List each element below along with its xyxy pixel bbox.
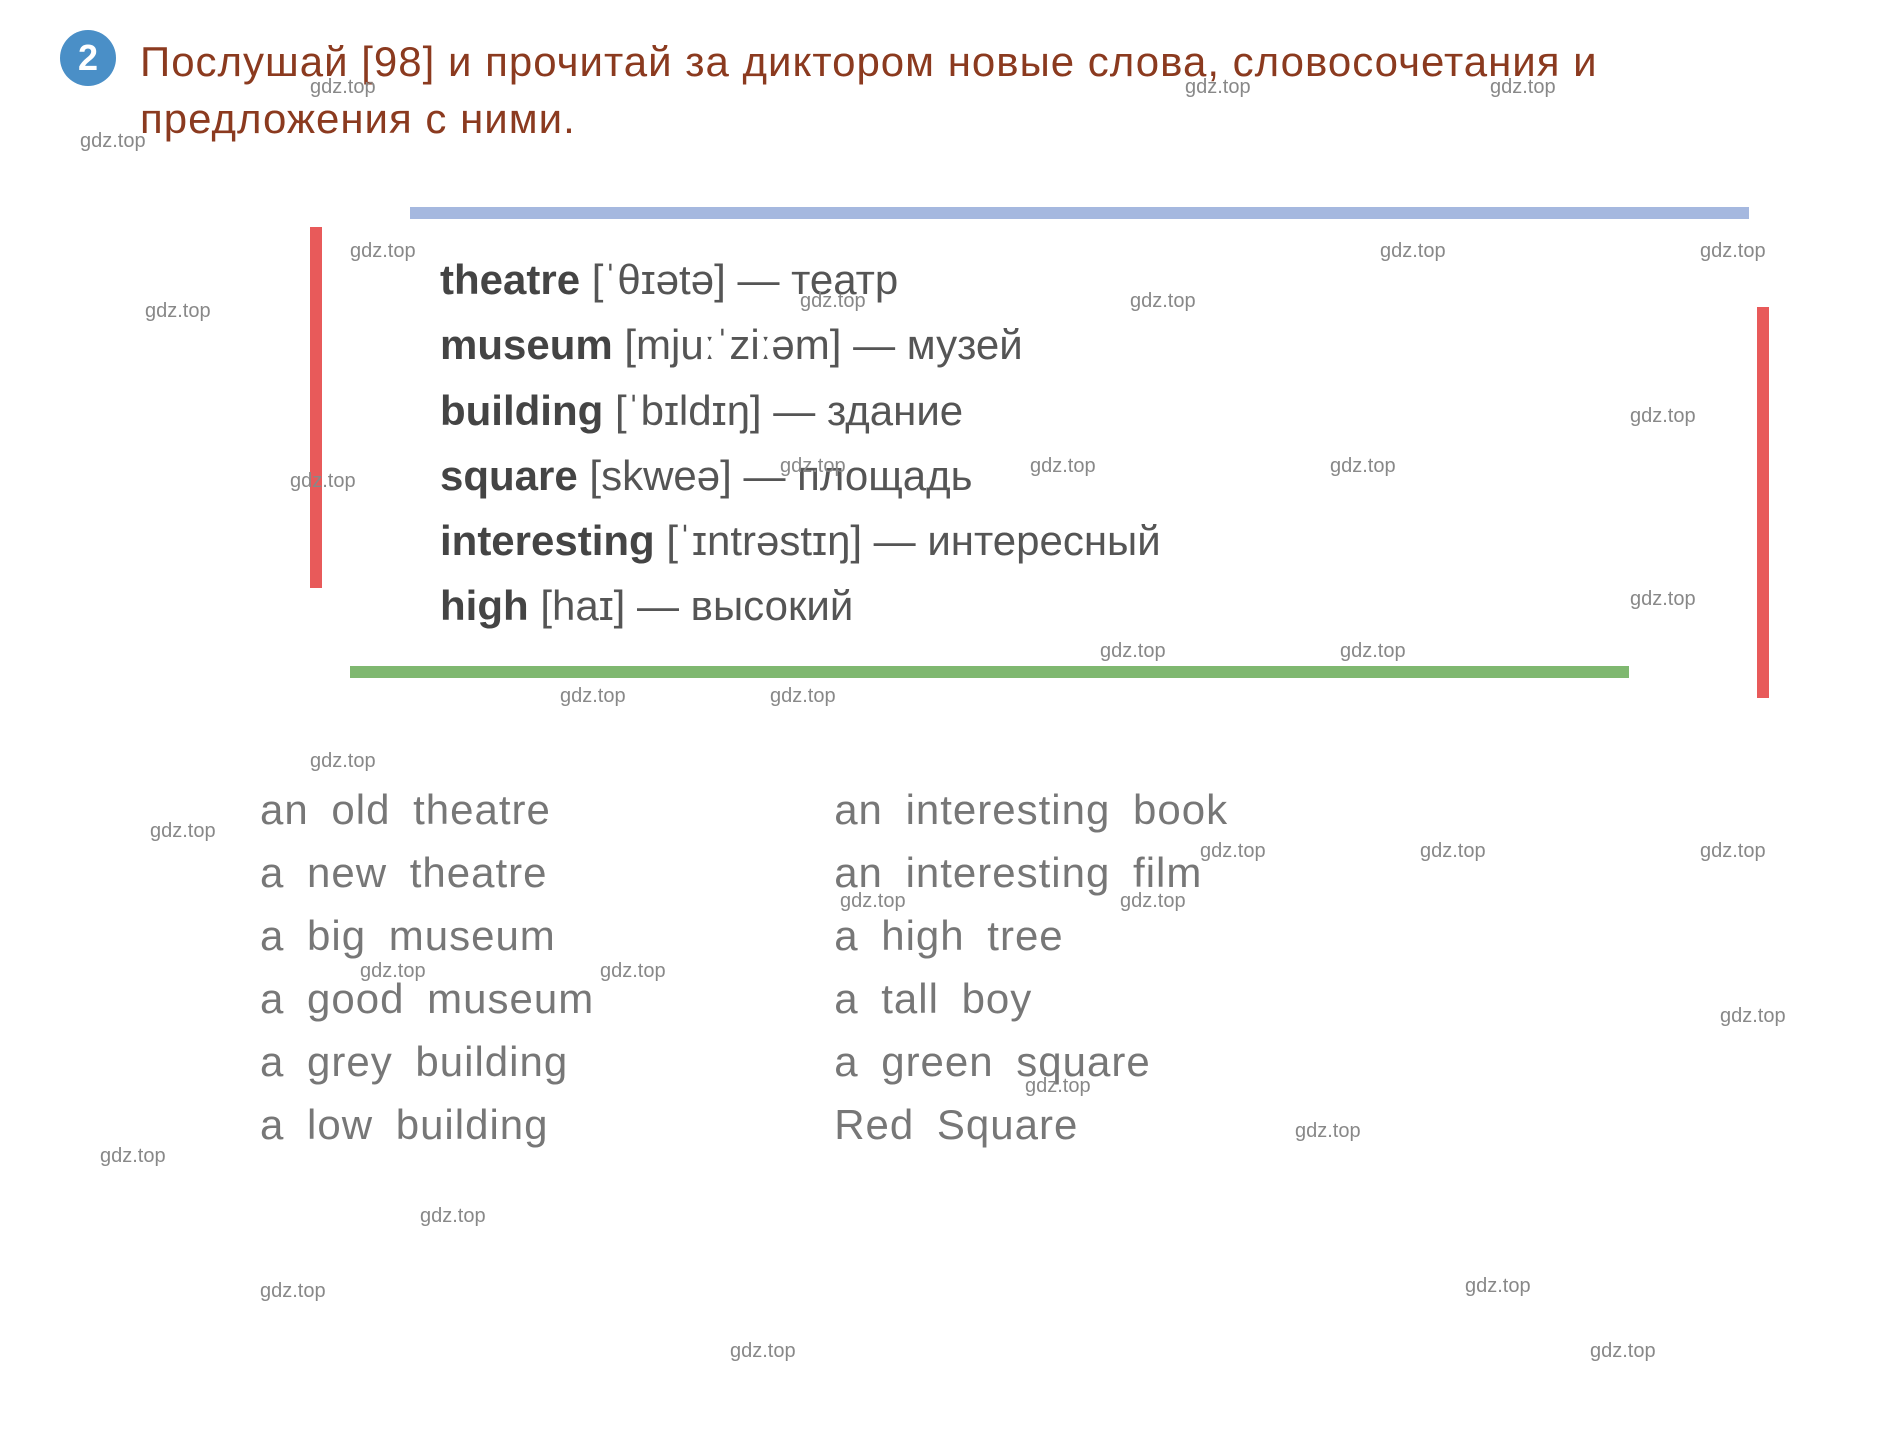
vocab-word: theatre <box>440 256 580 303</box>
task-number-badge: 2 <box>60 30 116 86</box>
phrase-item: a new theatre <box>260 841 594 904</box>
red-right-bar <box>1757 307 1769 698</box>
vocab-word: museum <box>440 321 613 368</box>
vocab-dash: — <box>743 452 785 499</box>
watermark-text: gdz.top <box>1700 240 1766 263</box>
phrase-item: a tall boy <box>834 967 1228 1030</box>
phrases-column-right: an interesting book an interesting film … <box>834 778 1228 1156</box>
phrase-item: an interesting book <box>834 778 1228 841</box>
vocab-word: interesting <box>440 517 655 564</box>
watermark-text: gdz.top <box>730 1340 796 1363</box>
vocab-translation: театр <box>791 256 898 303</box>
phrase-item: a grey building <box>260 1030 594 1093</box>
phrase-item: a low building <box>260 1093 594 1156</box>
vocabulary-box: theatre [ˈθɪətə] — театр museum [mjuːˈzi… <box>280 207 1709 678</box>
phrase-item: a big museum <box>260 904 594 967</box>
vocab-translation: музей <box>907 321 1023 368</box>
vocab-dash: — <box>853 321 895 368</box>
phrase-item: a green square <box>834 1030 1228 1093</box>
phrase-item: a high tree <box>834 904 1228 967</box>
vocab-entry: building [ˈbɪldɪŋ] — здание <box>440 378 1689 443</box>
vocab-translation: здание <box>827 387 963 434</box>
watermark-text: gdz.top <box>260 1280 326 1303</box>
watermark-text: gdz.top <box>1590 1340 1656 1363</box>
watermark-text: gdz.top <box>150 820 216 843</box>
vocab-transcription: [ˈθɪətə] <box>592 256 726 303</box>
vocab-entry: interesting [ˈɪntrəstɪŋ] — интересный <box>440 508 1689 573</box>
blue-top-bar <box>410 207 1749 219</box>
vocab-translation: площадь <box>797 452 972 499</box>
vocab-entry: square [skweə] — площадь <box>440 443 1689 508</box>
red-left-bar <box>310 227 322 588</box>
phrase-item: an old theatre <box>260 778 594 841</box>
task-instruction: Послушай [98] и прочитай за диктором нов… <box>140 30 1829 147</box>
vocab-transcription: [skweə] <box>589 452 731 499</box>
vocab-transcription: [ˈɪntrəstɪŋ] <box>666 517 862 564</box>
vocab-dash: — <box>637 582 679 629</box>
phrase-item: a good museum <box>260 967 594 1030</box>
watermark-text: gdz.top <box>1465 1275 1531 1298</box>
task-number-text: 2 <box>78 37 98 79</box>
watermark-text: gdz.top <box>420 1205 486 1228</box>
green-bottom-bar <box>350 666 1629 678</box>
watermark-text: gdz.top <box>145 300 211 323</box>
phrases-column-left: an old theatre a new theatre a big museu… <box>260 778 594 1156</box>
vocab-translation: высокий <box>691 582 854 629</box>
vocab-transcription: [ˈbɪldɪŋ] <box>615 387 762 434</box>
vocab-word: high <box>440 582 529 629</box>
task-header: 2 Послушай [98] и прочитай за диктором н… <box>60 30 1829 147</box>
vocab-translation: интересный <box>927 517 1160 564</box>
watermark-text: gdz.top <box>100 1145 166 1168</box>
vocab-dash: — <box>773 387 815 434</box>
phrase-item: Red Square <box>834 1093 1228 1156</box>
phrases-section: an old theatre a new theatre a big museu… <box>260 778 1829 1156</box>
vocab-dash: — <box>874 517 916 564</box>
vocab-word: square <box>440 452 578 499</box>
vocab-transcription: [haɪ] <box>540 582 625 629</box>
phrase-item: an interesting film <box>834 841 1228 904</box>
vocab-entry: theatre [ˈθɪətə] — театр <box>440 247 1689 312</box>
vocab-dash: — <box>737 256 779 303</box>
watermark-text: gdz.top <box>560 685 626 708</box>
vocab-transcription: [mjuːˈziːəm] <box>624 321 841 368</box>
watermark-text: gdz.top <box>770 685 836 708</box>
watermark-text: gdz.top <box>310 750 376 773</box>
vocab-entry: high [haɪ] — высокий <box>440 573 1689 638</box>
vocabulary-list: theatre [ˈθɪətə] — театр museum [mjuːˈzi… <box>350 247 1689 638</box>
vocab-entry: museum [mjuːˈziːəm] — музей <box>440 312 1689 377</box>
vocab-word: building <box>440 387 603 434</box>
